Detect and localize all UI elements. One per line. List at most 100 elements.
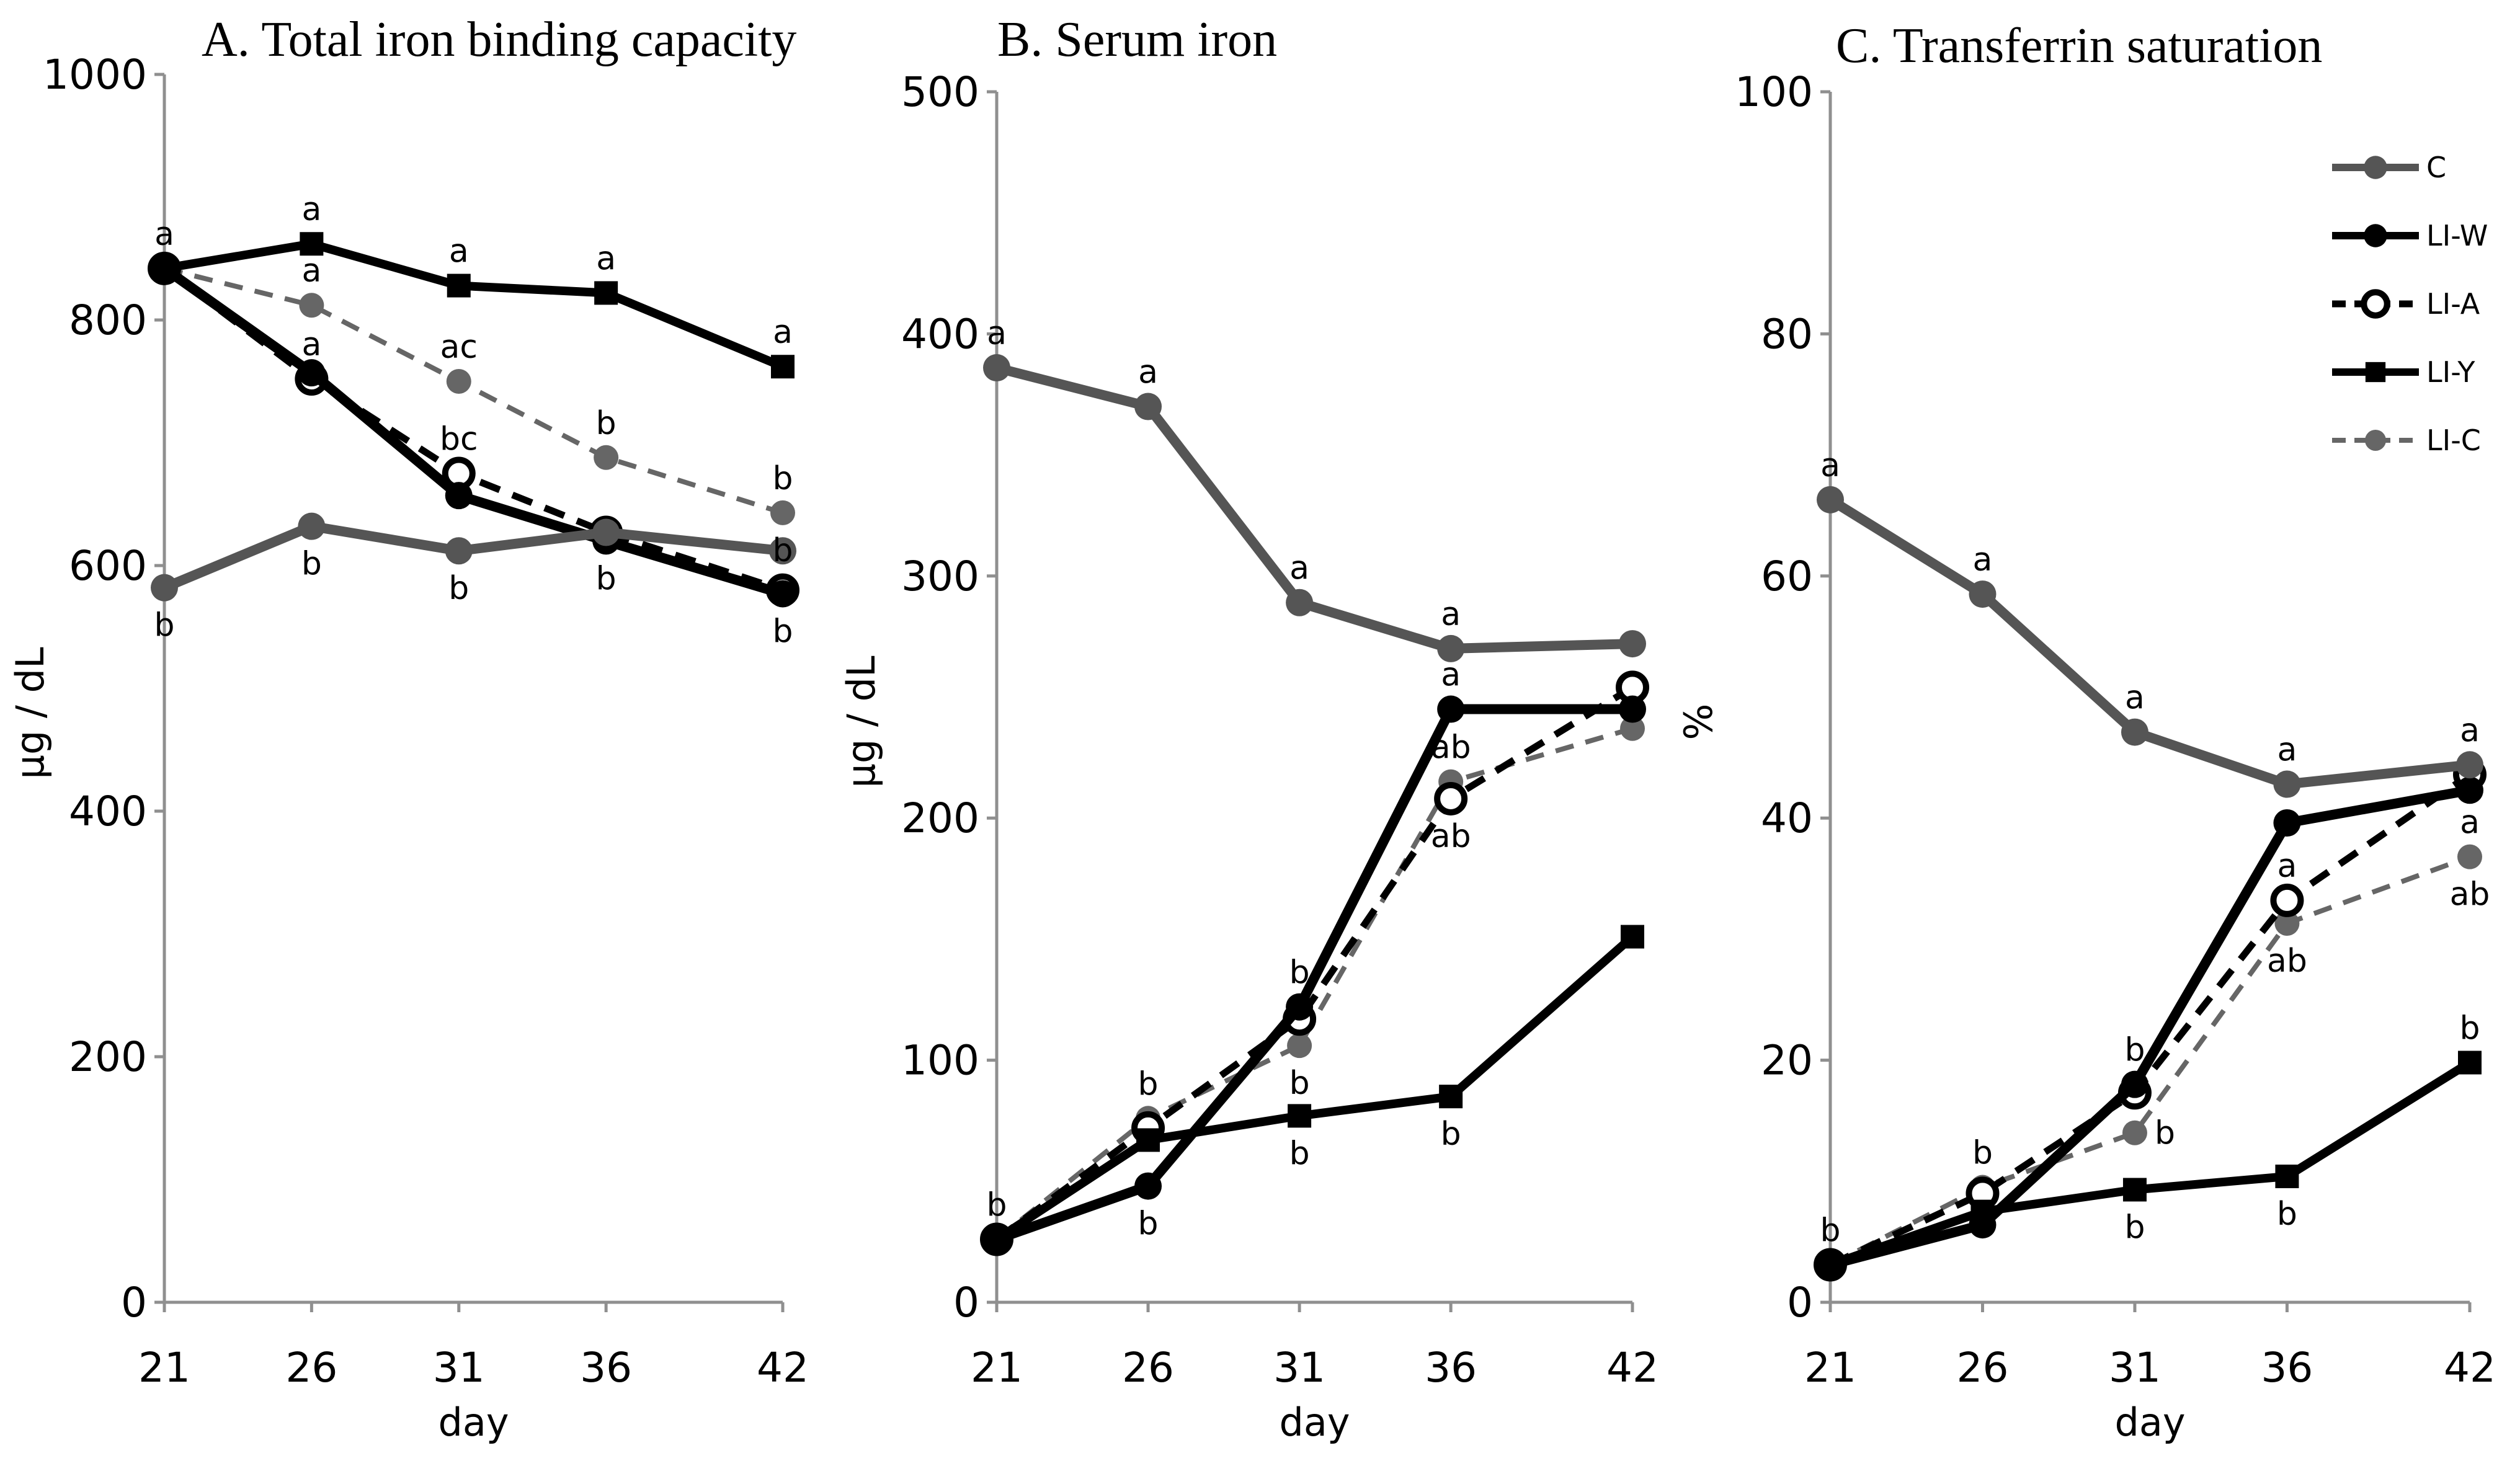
legend-entry-c: C [2332, 151, 2446, 184]
significance-label: b [1972, 1135, 1993, 1172]
y-tick-label: 40 [1761, 794, 1813, 842]
data-point-c-42 [2456, 751, 2483, 779]
data-point-li-y-31 [1288, 1104, 1312, 1128]
data-point-c-31 [445, 537, 473, 565]
data-point-li-w-36 [1437, 695, 1465, 723]
significance-label: a [301, 326, 321, 363]
x-tick-label: 31 [1273, 1344, 1325, 1392]
data-point-li-y-42 [771, 355, 795, 379]
legend: C LI-W LI-A LI-Y LI-C [2332, 151, 2488, 457]
x-tick-label: 36 [1425, 1344, 1477, 1392]
significance-label: a [2460, 804, 2480, 842]
significance-label: a [1820, 447, 1840, 484]
x-tick-label: 21 [1804, 1344, 1856, 1392]
y-tick-label: 800 [69, 296, 147, 344]
y-tick-label: 0 [1787, 1279, 1813, 1326]
significance-label: b [772, 460, 793, 497]
data-point-li-w-31 [445, 482, 473, 510]
y-tick-label: 1000 [43, 51, 147, 99]
series-li-w [1817, 776, 2483, 1279]
series-li-c [152, 255, 795, 525]
significance-label: a [1441, 657, 1461, 694]
significance-label: b [1289, 954, 1310, 992]
y-tick-label: 0 [953, 1279, 979, 1326]
significance-label: b [1289, 1135, 1310, 1172]
legend-marker [2365, 430, 2386, 451]
significance-label: a [301, 191, 321, 228]
significance-label: b [772, 613, 793, 651]
significance-label: ab [2267, 943, 2307, 980]
series-li-a [980, 670, 1649, 1256]
x-axis-label: day [2114, 1400, 2185, 1445]
data-point-c-21 [151, 574, 178, 602]
significance-label: b [2155, 1115, 2175, 1152]
data-point-li-w-42 [769, 580, 796, 608]
legend-entry-li-w: LI-W [2332, 219, 2488, 252]
significance-label: ab [1431, 818, 1471, 855]
significance-label: b [1441, 1116, 1461, 1153]
data-point-li-w-31 [2121, 1070, 2148, 1098]
x-tick-label: 42 [757, 1344, 809, 1392]
y-tick-label: 400 [901, 310, 979, 358]
significance-label: a [1973, 541, 1993, 579]
data-point-c-21 [1817, 486, 1844, 513]
legend-label: LI-Y [2426, 355, 2475, 389]
data-point-li-w-31 [1286, 993, 1314, 1021]
data-point-li-y-26 [300, 232, 324, 256]
series-line-c [995, 363, 1633, 654]
data-point-li-w-36 [2273, 809, 2301, 837]
x-axis-label: day [438, 1400, 509, 1445]
series-line-li-w [1828, 785, 2471, 1270]
data-point-li-w-42 [2456, 776, 2483, 804]
significance-label: a [1138, 354, 1158, 391]
x-tick-label: 31 [2109, 1344, 2161, 1392]
legend-marker [2364, 156, 2387, 179]
significance-label: b [1820, 1212, 1840, 1249]
significance-label: b [2124, 1032, 2145, 1069]
data-point-li-a-36 [2270, 883, 2304, 917]
data-point-c-21 [983, 354, 1010, 382]
y-tick-label: 20 [1761, 1037, 1813, 1085]
series-li-y [153, 232, 795, 379]
significance-label: b [1138, 1206, 1159, 1243]
legend-entry-li-y: LI-Y [2332, 355, 2475, 389]
series-line-c [1827, 495, 2470, 789]
significance-label: b [1289, 1065, 1310, 1102]
series-li-a [1814, 757, 2487, 1282]
data-point-li-c-31 [1287, 1033, 1312, 1059]
legend-label: LI-A [2426, 287, 2480, 321]
significance-label: a [301, 252, 321, 290]
data-point-li-y-21 [153, 256, 176, 280]
legend-marker [2365, 362, 2386, 383]
data-point-li-c-42 [770, 500, 795, 525]
series-line-li-a [994, 684, 1634, 1242]
significance-label: a [2460, 712, 2480, 749]
y-tick-label: 300 [901, 553, 979, 600]
data-point-c-36 [1437, 634, 1465, 662]
data-point-c-26 [298, 512, 326, 540]
data-point-c-31 [2121, 718, 2148, 746]
series-li-y [985, 925, 1644, 1251]
significance-label: b [772, 532, 793, 569]
y-tick-label: 600 [69, 542, 147, 590]
data-point-li-w-26 [298, 359, 326, 387]
data-point-li-w-42 [1619, 695, 1646, 723]
significance-label: a [2277, 848, 2297, 885]
data-point-c-36 [592, 518, 620, 546]
significance-label: b [2459, 1010, 2480, 1047]
significance-label: b [1138, 1065, 1159, 1103]
y-tick-label: 400 [69, 788, 147, 835]
legend-entry-li-a: LI-A [2332, 287, 2480, 321]
data-point-li-y-21 [985, 1227, 1008, 1251]
y-axis-label: % [1676, 704, 1721, 740]
y-tick-label: 500 [901, 68, 979, 116]
significance-label: a [987, 315, 1007, 352]
data-point-li-c-42 [1620, 716, 1645, 741]
legend-label: C [2426, 151, 2446, 184]
data-point-li-y-26 [1136, 1128, 1160, 1152]
series-c [983, 354, 1646, 662]
data-point-li-y-21 [1819, 1253, 1842, 1277]
x-tick-label: 26 [285, 1344, 337, 1392]
data-point-c-42 [769, 537, 796, 565]
